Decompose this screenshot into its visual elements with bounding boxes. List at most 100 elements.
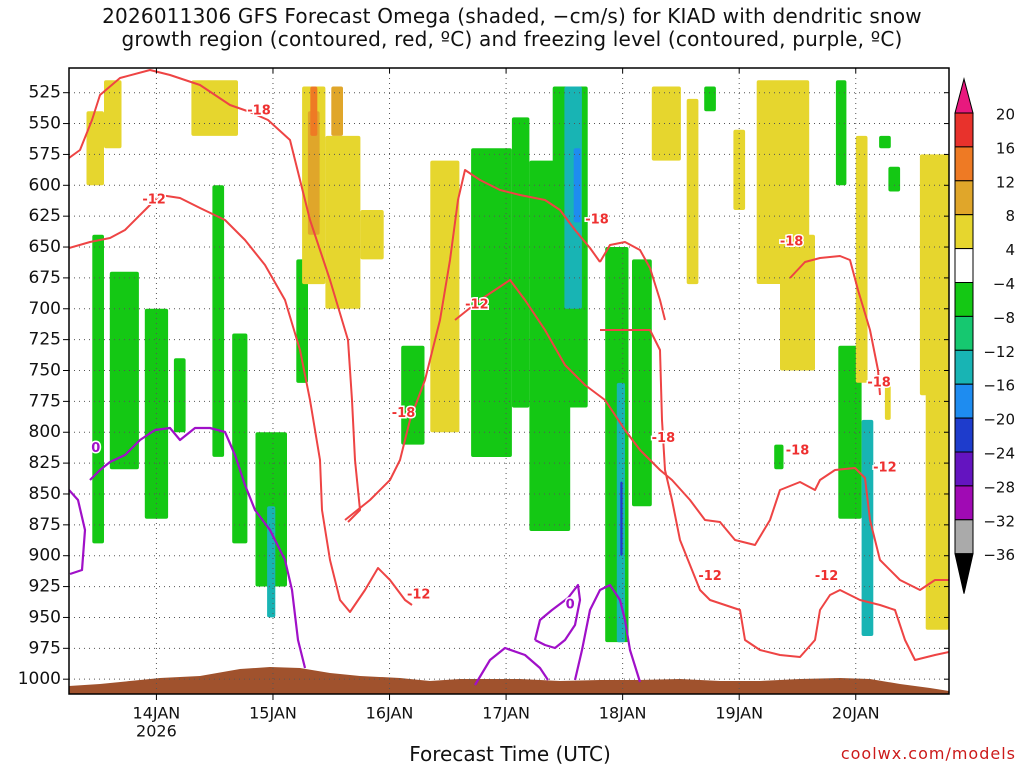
colorbar-label: −4: [993, 275, 1015, 293]
y-tick-label: 625: [29, 206, 61, 226]
omega-ascent-region: [471, 148, 512, 458]
omega-descent-region: [307, 111, 320, 235]
dendritic-contour-label: -12: [698, 569, 722, 584]
y-tick-label: 800: [29, 422, 61, 442]
x-tick-label: 14JAN: [133, 704, 181, 723]
omega-ascent-region: [511, 117, 530, 408]
omega-descent-region: [360, 210, 384, 260]
omega-descent-region: [104, 80, 122, 149]
freezing-level-contour-label: 0: [566, 598, 575, 613]
colorbar-label: 16: [996, 139, 1015, 157]
omega-descent-region: [733, 129, 746, 210]
x-tick-label: 19JAN: [715, 704, 763, 723]
omega-ascent-region: [173, 358, 186, 433]
y-tick-label: 850: [29, 484, 61, 504]
omega-ascent-region: [620, 481, 623, 556]
freezing-level-contour-label: 0: [91, 441, 100, 456]
chart-title-line1: 2026011306 GFS Forecast Omega (shaded, −…: [102, 4, 922, 28]
omega-ascent-region: [92, 234, 104, 544]
colorbar-top-arrow: [954, 77, 974, 114]
x-tick-label: 16JAN: [366, 704, 414, 723]
dendritic-snow-contour: [789, 255, 881, 396]
freezing-level-contour: [69, 489, 87, 576]
omega-descent-region: [756, 80, 810, 284]
omega-ascent-region: [296, 259, 308, 383]
omega-descent-region: [925, 333, 949, 630]
dendritic-snow-contour: [599, 241, 666, 321]
colorbar-swatch: [954, 112, 974, 148]
omega-ascent-region: [573, 148, 581, 223]
freezing-level-contour: [573, 583, 642, 683]
y-tick-label: 650: [29, 237, 61, 257]
terrain-surface: [69, 667, 949, 694]
colorbar-label: −28: [983, 478, 1015, 496]
y-tick-label: 575: [29, 144, 61, 164]
x-tick-label: 18JAN: [599, 704, 647, 723]
colorbar-swatch: [954, 519, 974, 555]
freezing-level-contour: [533, 583, 582, 650]
dendritic-snow-contour: [344, 169, 601, 521]
colorbar-label: −20: [983, 411, 1015, 429]
dendritic-contour-label: -12: [465, 298, 489, 313]
dendritic-contour-layer: [69, 69, 949, 661]
chart-title-line2: growth region (contoured, red, ºC) and f…: [121, 27, 903, 51]
plot-data-layer: [69, 80, 949, 694]
y-tick-label: 775: [29, 391, 61, 411]
colorbar-swatch: [954, 485, 974, 521]
dendritic-snow-contour: [69, 194, 413, 613]
y-tick-label: 825: [29, 453, 61, 473]
dendritic-contour-label: -18: [392, 406, 416, 421]
dendritic-snow-contour: [600, 329, 949, 661]
omega-ascent-region: [704, 86, 716, 112]
dendritic-contour-label: -18: [780, 235, 804, 250]
grid-layer: [69, 68, 949, 694]
omega-ascent-region: [879, 135, 891, 149]
colorbar-label: −16: [983, 377, 1015, 395]
y-tick-label: 900: [29, 546, 61, 566]
colorbar-swatch: [954, 349, 974, 385]
dendritic-snow-contour: [454, 279, 949, 591]
dendritic-contour-label: -18: [786, 443, 810, 458]
freezing-level-contour: [89, 426, 307, 669]
dendritic-contour-label: -12: [873, 461, 897, 476]
colorbar-swatch: [954, 282, 974, 317]
omega-descent-region: [884, 382, 891, 420]
colorbar-label: 4: [1005, 241, 1015, 259]
colorbar-label: −24: [983, 445, 1015, 463]
y-tick-label: 675: [29, 268, 61, 288]
dendritic-contour-label: -18: [585, 212, 609, 227]
y-tick-label: 600: [29, 175, 61, 195]
y-tick-label: 975: [29, 638, 61, 658]
colorbar-swatch: [954, 248, 974, 284]
y-tick-label: 925: [29, 577, 61, 597]
dendritic-contour-label: -12: [407, 588, 431, 603]
y-tick-label: 700: [29, 299, 61, 319]
colorbar-label: 8: [1005, 207, 1015, 225]
dendritic-contour-label: -12: [142, 193, 166, 208]
y-tick-label: 725: [29, 330, 61, 350]
omega-descent-region: [325, 135, 361, 309]
colorbar-label: −32: [983, 512, 1015, 530]
dendritic-contour-label: -18: [247, 104, 271, 119]
dendritic-contour-label: -12: [815, 569, 839, 584]
omega-descent-region: [331, 86, 343, 136]
colorbar-swatch: [954, 180, 974, 216]
y-tick-label: 950: [29, 607, 61, 627]
dendritic-contour-label: -18: [652, 431, 676, 446]
x-tick-sublabel: 2026: [136, 722, 177, 741]
x-tick-label: 20JAN: [832, 704, 880, 723]
omega-ascent-region: [401, 345, 425, 445]
omega-ascent-region: [564, 86, 582, 309]
y-tick-label: 1000: [18, 669, 61, 689]
credit-link[interactable]: coolwx.com/models: [840, 744, 1016, 763]
omega-ascent-region: [888, 166, 901, 192]
y-tick-label: 750: [29, 361, 61, 381]
colorbar-label: 20: [996, 106, 1015, 124]
freezing-level-contour: [474, 646, 549, 686]
omega-ascent-region: [632, 259, 652, 507]
dendritic-contour-label: -18: [867, 375, 891, 390]
plot-frame: [68, 67, 950, 695]
colorbar-label: −8: [993, 309, 1015, 327]
omega-ascent-region: [267, 506, 276, 618]
